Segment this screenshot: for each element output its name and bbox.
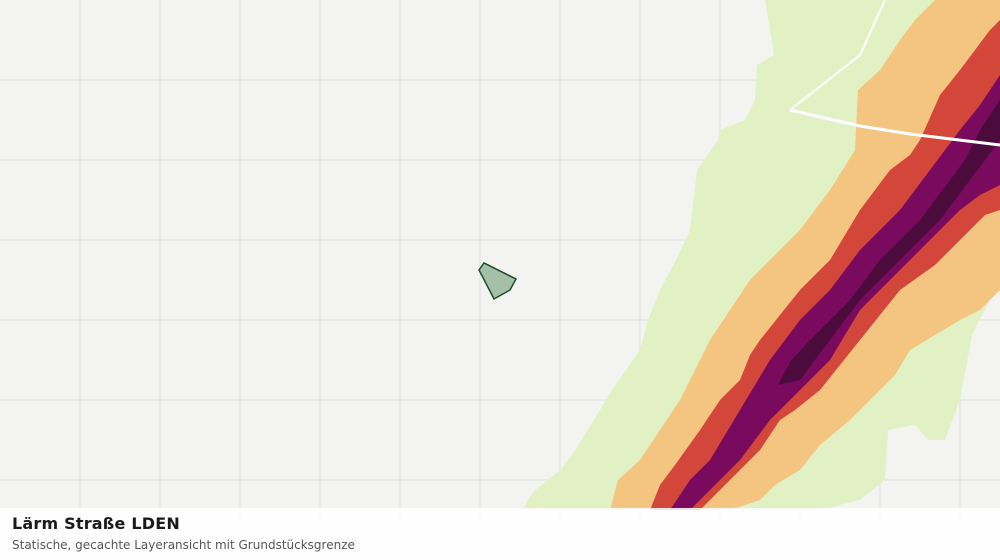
caption-subtitle: Statische, gecachte Layeransicht mit Gru… [12, 538, 355, 552]
road [789, 0, 886, 111]
noise-band-high [650, 20, 1000, 510]
noise-layer [522, 0, 1000, 510]
caption-title: Lärm Straße LDEN [12, 514, 180, 533]
noise-band-mid [610, 0, 1000, 510]
caption-background [0, 508, 1000, 560]
parcel-boundary[interactable] [478, 262, 518, 301]
noise-band-extreme [778, 100, 1000, 385]
road [789, 108, 1000, 147]
noise-band-very-high [670, 75, 1000, 510]
caption: Lärm Straße LDEN Statische, gecachte Lay… [0, 508, 1000, 560]
